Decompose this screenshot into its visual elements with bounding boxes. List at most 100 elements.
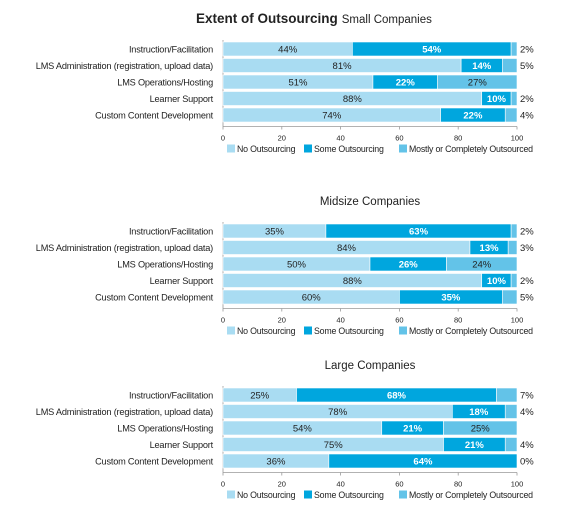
data-label: 35% — [441, 293, 461, 304]
data-label: 21% — [403, 424, 423, 435]
data-label: 63% — [409, 227, 429, 238]
category-label: LMS Administration (registration, upload… — [36, 407, 213, 417]
legend-swatch-no-outsourcing — [227, 326, 235, 335]
category-label: LMS Administration (registration, upload… — [36, 61, 213, 71]
category-label: LMS Operations/Hosting — [117, 260, 213, 270]
data-label: 7% — [520, 391, 534, 402]
data-label: 2% — [520, 276, 534, 287]
data-label: 84% — [337, 243, 357, 254]
legend-swatch-mostly-outsourced — [399, 144, 407, 153]
bar-mostly-outsourced — [443, 420, 518, 436]
legend-swatch-some-outsourcing — [304, 490, 312, 499]
chart-panel-0: Extent of Outsourcing Small Companies Inst… — [36, 11, 534, 154]
legend-label-some-outsourcing: Some Outsourcing — [314, 490, 384, 500]
bar-mostly-outsourced — [501, 58, 518, 73]
data-label: 10% — [487, 276, 507, 287]
bar-mostly-outsourced — [496, 387, 518, 403]
category-label: Learner Support — [150, 276, 214, 286]
bar-mostly-outsourced — [504, 107, 518, 123]
category-label: Instruction/Facilitation — [129, 45, 213, 55]
x-tick-label: 80 — [454, 134, 462, 143]
x-tick-label: 100 — [511, 134, 524, 143]
legend-label-mostly-outsourced: Mostly or Completely Outsourced — [409, 144, 533, 154]
data-label: 51% — [288, 78, 308, 89]
x-tick-label: 40 — [336, 480, 344, 489]
data-label: 88% — [343, 94, 363, 105]
bar-mostly-outsourced — [504, 404, 518, 419]
data-label: 25% — [250, 391, 270, 402]
data-label: 10% — [487, 94, 507, 105]
legend-label-some-outsourcing: Some Outsourcing — [314, 144, 384, 154]
legend-label-mostly-outsourced: Mostly or Completely Outsourced — [409, 326, 533, 336]
data-label: 54% — [293, 424, 313, 435]
category-label: Custom Content Development — [95, 111, 214, 121]
x-tick-label: 20 — [278, 134, 286, 143]
chart-panel-1: Midsize Companies Instruction/Facilitatio… — [36, 196, 534, 336]
x-tick-label: 60 — [395, 480, 403, 489]
data-label: 25% — [471, 424, 491, 435]
bar-mostly-outsourced — [510, 273, 518, 288]
data-label: 27% — [468, 78, 488, 89]
category-label: LMS Administration (registration, upload… — [36, 243, 213, 253]
category-label: Instruction/Facilitation — [129, 227, 213, 237]
data-label: 64% — [413, 457, 433, 468]
data-label: 78% — [328, 407, 348, 418]
legend-label-some-outsourcing: Some Outsourcing — [314, 326, 384, 336]
x-tick-label: 60 — [395, 316, 403, 325]
legend-label-no-outsourcing: No Outsourcing — [237, 144, 296, 154]
x-tick-label: 100 — [511, 316, 524, 325]
bar-mostly-outsourced — [510, 223, 518, 239]
data-label: 50% — [287, 260, 307, 271]
data-label: 13% — [480, 243, 500, 254]
data-label: 74% — [322, 111, 342, 122]
data-label: 75% — [324, 440, 344, 451]
bar-mostly-outsourced — [437, 74, 518, 90]
data-label: 21% — [465, 440, 485, 451]
x-tick-label: 20 — [278, 316, 286, 325]
data-label: 2% — [520, 227, 534, 238]
data-label: 44% — [278, 45, 298, 56]
category-label: LMS Operations/Hosting — [117, 78, 213, 88]
category-label: Instruction/Facilitation — [129, 391, 213, 401]
data-label: 3% — [520, 243, 534, 254]
data-label: 24% — [472, 260, 492, 271]
bar-mostly-outsourced — [504, 437, 518, 452]
x-tick-label: 40 — [336, 134, 344, 143]
chart-title-main: Extent of Outsourcing — [196, 11, 338, 26]
x-tick-label: 60 — [395, 134, 403, 143]
bar-mostly-outsourced — [510, 91, 518, 106]
category-label: Learner Support — [150, 440, 214, 450]
data-label: 35% — [265, 227, 285, 238]
chart-title: Large Companies — [325, 360, 416, 372]
chart-title: Midsize Companies — [320, 196, 421, 208]
data-label: 0% — [520, 457, 534, 468]
x-tick-label: 20 — [278, 480, 286, 489]
bar-mostly-outsourced — [501, 289, 518, 305]
legend-swatch-no-outsourcing — [227, 144, 235, 153]
bar-some-outsourcing — [328, 453, 518, 469]
legend-swatch-mostly-outsourced — [399, 326, 407, 335]
legend-swatch-some-outsourcing — [304, 326, 312, 335]
legend-label-no-outsourcing: No Outsourcing — [237, 326, 296, 336]
data-label: 5% — [520, 61, 534, 72]
category-label: Custom Content Development — [95, 457, 214, 467]
legend-label-mostly-outsourced: Mostly or Completely Outsourced — [409, 490, 533, 500]
category-label: Custom Content Development — [95, 293, 214, 303]
x-tick-label: 80 — [454, 480, 462, 489]
bar-mostly-outsourced — [507, 240, 518, 255]
category-label: Learner Support — [150, 94, 214, 104]
data-label: 36% — [266, 457, 286, 468]
data-label: 26% — [399, 260, 419, 271]
legend-swatch-some-outsourcing — [304, 144, 312, 153]
category-label: LMS Operations/Hosting — [117, 424, 213, 434]
data-label: 18% — [469, 407, 489, 418]
bar-mostly-outsourced — [510, 41, 518, 57]
x-tick-label: 100 — [511, 480, 524, 489]
x-tick-label: 80 — [454, 316, 462, 325]
x-tick-label: 0 — [221, 480, 225, 489]
x-tick-label: 40 — [336, 316, 344, 325]
data-label: 68% — [387, 391, 407, 402]
data-label: 81% — [333, 61, 353, 72]
